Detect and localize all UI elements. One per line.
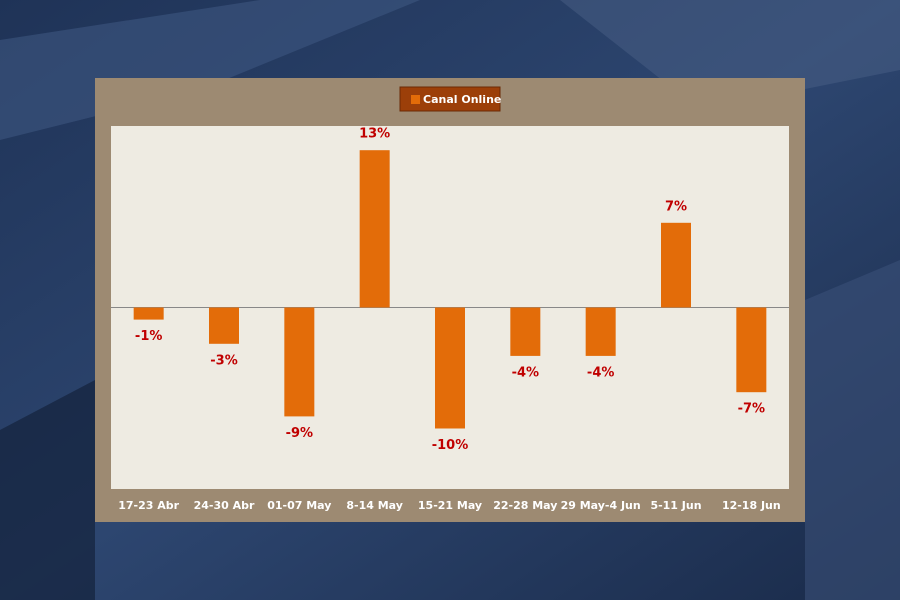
data-label: 13% <box>359 127 390 142</box>
data-label: -10% <box>432 438 469 453</box>
bar <box>510 307 541 356</box>
data-label: 7% <box>665 199 687 214</box>
x-tick-label: 15-21 May <box>418 499 482 512</box>
bar <box>284 307 315 417</box>
bar <box>435 307 465 429</box>
data-label: -3% <box>210 353 237 368</box>
x-tick-label: 17-23 Abr <box>118 499 179 512</box>
background-shape <box>0 380 95 600</box>
x-tick-label: 8-14 May <box>346 499 403 512</box>
legend-label: Canal Online <box>423 93 501 106</box>
bar <box>736 307 767 393</box>
x-tick-label: 5-11 Jun <box>650 499 701 512</box>
background-shape <box>560 0 900 110</box>
x-tick-label: 12-18 Jun <box>722 499 781 512</box>
data-label: -4% <box>512 365 539 380</box>
x-tick-label: 29 May-4 Jun <box>561 499 641 512</box>
bar <box>209 307 239 344</box>
data-label: -4% <box>587 365 614 380</box>
bar <box>359 150 390 308</box>
x-tick-label: 01-07 May <box>267 499 331 512</box>
bar <box>133 307 164 320</box>
background-shape <box>805 260 900 600</box>
data-label: -9% <box>286 426 313 441</box>
data-label: -1% <box>135 329 162 344</box>
data-label: -7% <box>738 402 765 417</box>
legend-swatch <box>411 95 420 104</box>
bar <box>661 222 691 308</box>
x-tick-label: 22-28 May <box>493 499 557 512</box>
bar <box>585 307 616 356</box>
x-tick-label: 24-30 Abr <box>194 499 255 512</box>
